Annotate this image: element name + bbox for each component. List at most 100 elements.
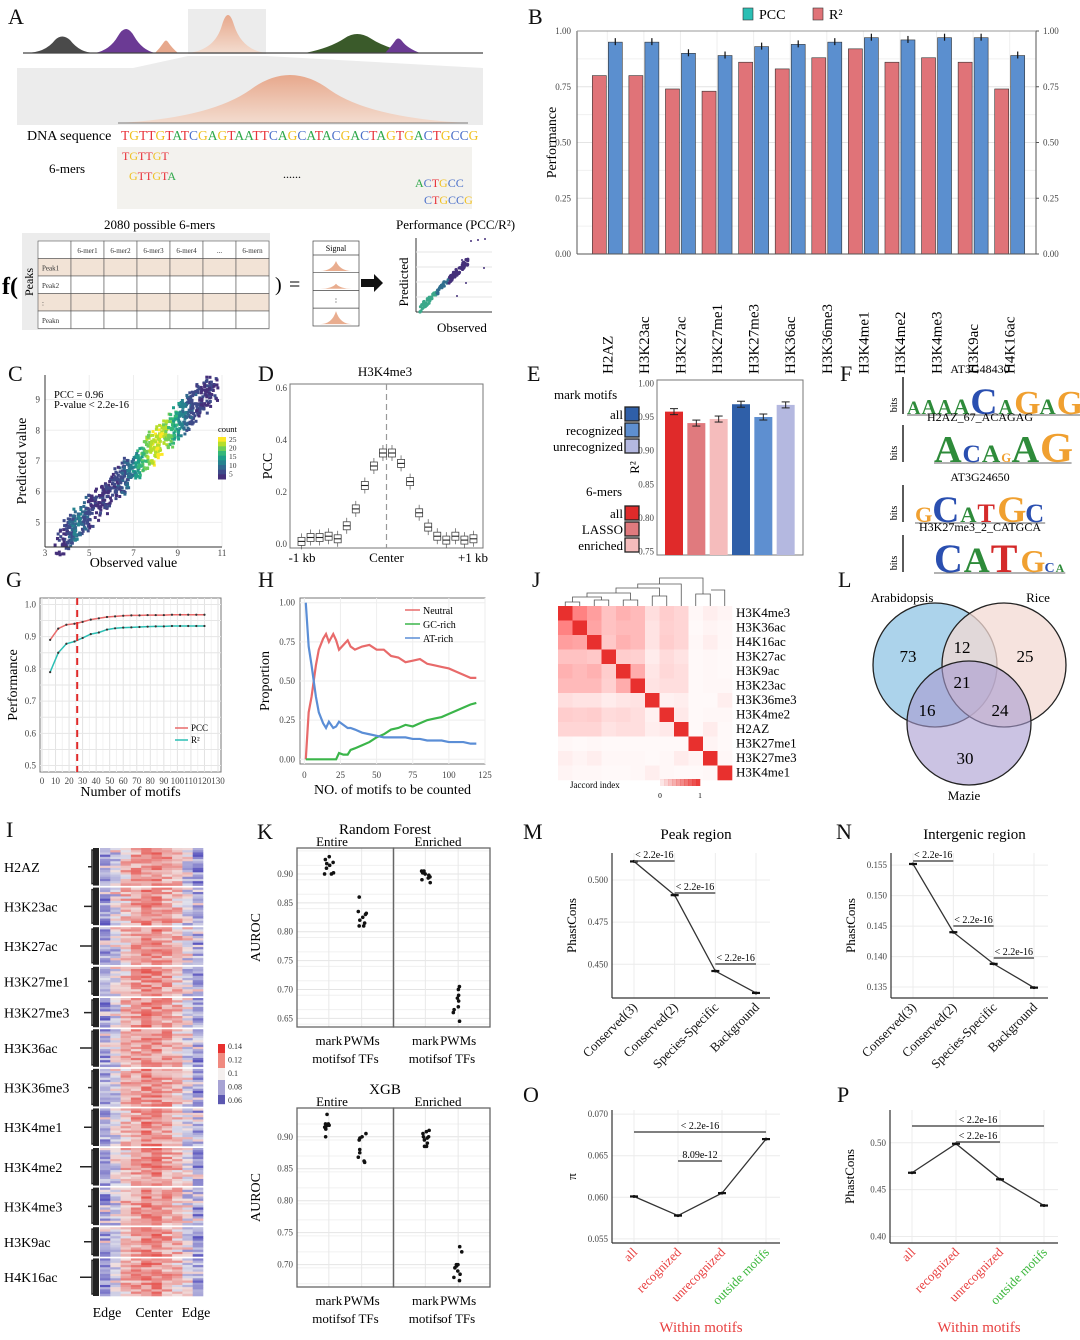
heatmap-cell <box>182 1205 193 1208</box>
density-bin <box>167 426 171 430</box>
bar-pcc <box>790 44 806 255</box>
heatmap-cell <box>100 1002 111 1006</box>
heatmap-cell <box>110 973 121 977</box>
heatmap-cell <box>141 848 152 851</box>
heatmap-cell <box>130 1000 142 1003</box>
heatmap-cell <box>151 1095 163 1098</box>
heatmap-cell <box>151 1143 163 1147</box>
heatmap-cell <box>110 1090 121 1094</box>
heatmap-cell <box>182 1183 193 1186</box>
heatmap-cell <box>182 931 193 935</box>
x-tick-label: mark <box>412 1033 439 1048</box>
density-bin <box>67 535 71 539</box>
heatmap-cell <box>572 722 588 737</box>
panel-label-d: D <box>258 361 274 386</box>
bar-r2 <box>811 57 827 255</box>
heatmap-cell <box>151 1293 163 1297</box>
row-group-label: H3K4me2 <box>4 1161 62 1176</box>
heatmap-cell <box>172 848 183 851</box>
heatmap-cell <box>172 1154 183 1158</box>
heatmap-cell <box>182 922 193 926</box>
bar <box>754 417 773 555</box>
heatmap-cell <box>182 1227 193 1230</box>
heatmap-cell <box>100 1280 111 1284</box>
heatmap-cell <box>192 1156 204 1160</box>
heatmap-cell <box>120 1192 132 1195</box>
heatmap-cell <box>130 1214 142 1217</box>
heatmap-cell <box>130 1165 142 1169</box>
y-tick: 0.055 <box>588 1234 609 1244</box>
heatmap-cell <box>161 1093 173 1096</box>
heatmap-cell <box>110 1229 121 1232</box>
heatmap-cell <box>130 1044 142 1048</box>
heatmap-cell <box>161 909 173 913</box>
mini-point <box>422 305 426 309</box>
heatmap-cell <box>141 1227 152 1230</box>
density-bin <box>86 518 90 522</box>
heatmap-cell <box>161 861 173 864</box>
heatmap-cell <box>182 1287 193 1290</box>
heatmap-cell <box>110 1049 121 1052</box>
heatmap-cell <box>161 962 173 966</box>
heatmap-cell <box>161 903 173 906</box>
panel-o: O 0.055 0.060 0.065 0.070 < 2.2e-16 8.09e-12 a… <box>520 1080 800 1340</box>
heatmap-cell <box>141 1211 152 1215</box>
heatmap-cell <box>645 678 660 694</box>
density-bin <box>191 394 195 398</box>
heatmap-cell <box>151 980 163 983</box>
chart-n: Intergenic region0.1350.1400.1450.1500.1… <box>843 827 1048 1071</box>
heatmap-cell <box>172 1095 183 1098</box>
heatmap-cell <box>110 1035 121 1039</box>
data-point <box>362 1160 367 1165</box>
heatmap-cell <box>182 852 193 855</box>
density-bin <box>149 441 153 445</box>
heatmap-cell <box>100 1262 111 1266</box>
heatmap-cell <box>130 887 142 891</box>
heatmap-cell <box>182 927 193 930</box>
heatmap-cell <box>141 1117 152 1120</box>
colorbar-segment <box>668 779 673 786</box>
heatmap-cell <box>141 1218 152 1222</box>
density-bin <box>74 526 78 530</box>
heatmap-cell <box>151 850 163 853</box>
heatmap-cell <box>161 973 173 977</box>
y-tick: 0.40 <box>870 1231 886 1241</box>
density-bin <box>77 522 81 526</box>
data-point <box>323 1127 328 1131</box>
data-point <box>456 1262 460 1267</box>
heatmap-cell <box>100 1123 111 1127</box>
heatmap-cell <box>151 966 163 970</box>
logo-letter: G <box>1014 385 1040 422</box>
heatmap-cell <box>100 1139 111 1142</box>
heatmap-cell <box>161 918 173 922</box>
heatmap-cell <box>192 1194 204 1197</box>
density-bin <box>62 528 66 532</box>
heatmap-cell <box>120 998 132 1001</box>
heatmap-cell <box>130 975 142 979</box>
heatmap-cell <box>182 1029 193 1032</box>
heatmap-cell <box>141 859 152 862</box>
heatmap-cell <box>151 993 163 997</box>
nucleotide: G <box>129 128 139 143</box>
heatmap-cell <box>182 876 193 880</box>
density-bin <box>183 417 187 421</box>
heatmap-cell <box>172 1141 183 1145</box>
heatmap-cell <box>100 1284 111 1288</box>
heatmap-cell <box>120 887 132 891</box>
colorbar-tick: 10 <box>229 461 237 470</box>
heatmap-cell <box>151 951 163 955</box>
heatmap-cell <box>110 887 121 891</box>
heatmap-cell <box>120 1207 132 1210</box>
heatmap-cell <box>100 1035 111 1039</box>
heatmap-cell <box>182 1176 193 1180</box>
heatmap-cell <box>100 938 111 941</box>
density-bin <box>137 464 141 468</box>
annotation-pcc: PCC = 0.96 <box>54 390 103 401</box>
heatmap-cell <box>161 1073 173 1076</box>
y-tick-right: 0.00 <box>1043 249 1059 259</box>
heatmap-cell <box>110 898 121 902</box>
heatmap-cell <box>172 870 183 873</box>
density-bin <box>132 456 136 460</box>
heatmap-cell <box>141 1040 152 1043</box>
